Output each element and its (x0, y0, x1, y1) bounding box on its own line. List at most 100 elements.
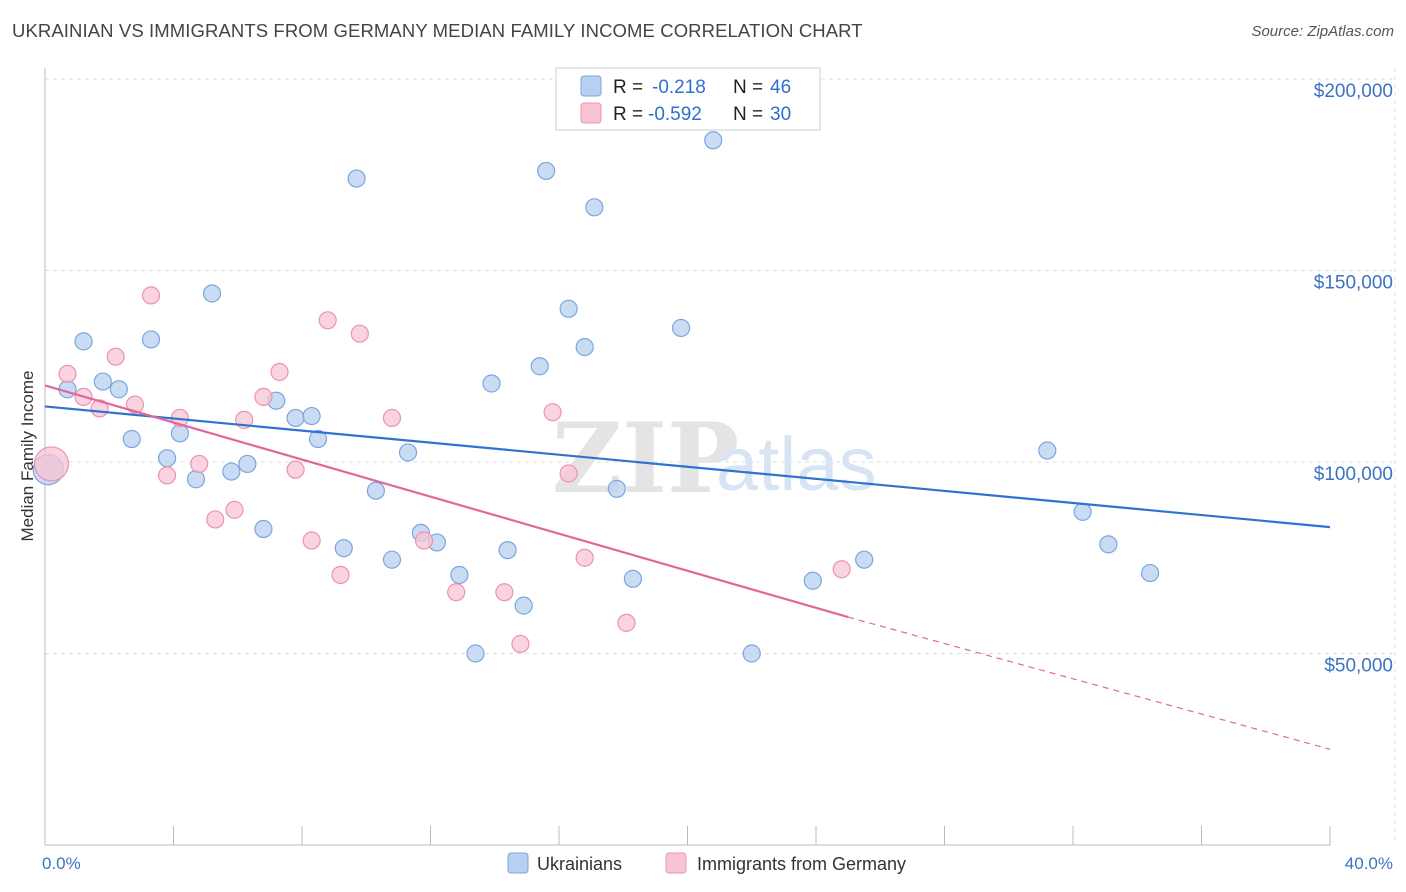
point-ukrainians-29 (514, 596, 533, 615)
legend-r-value-1: -0.218 (652, 77, 706, 98)
point-ukrainians-7 (157, 449, 177, 468)
point-ukrainians-13 (254, 519, 273, 539)
point-ukrainians-26 (466, 644, 485, 663)
watermark-atlas: atlas (716, 422, 877, 507)
legend-r-label-1: R = (613, 77, 643, 98)
point-germany-22 (447, 583, 466, 602)
legend-swatch-ukrainians (580, 75, 602, 97)
point-germany-16 (302, 531, 321, 550)
point-germany-29 (832, 560, 851, 579)
point-germany-17 (318, 311, 337, 330)
point-ukrainians-12 (238, 454, 257, 474)
point-ukrainians-40 (803, 571, 822, 590)
point-ukrainians-11 (222, 462, 241, 481)
point-ukrainians-25 (450, 565, 469, 585)
point-ukrainians-4 (109, 380, 128, 399)
point-germany-26 (559, 464, 578, 483)
bottom-legend-swatch-germany (665, 852, 687, 874)
point-ukrainians-45 (1140, 563, 1160, 583)
point-germany-10 (206, 510, 225, 529)
point-germany-25 (543, 403, 562, 422)
point-ukrainians-6 (141, 330, 161, 349)
point-ukrainians-17 (308, 429, 328, 449)
y-tick-label-2: $150,000 (1314, 273, 1393, 294)
point-germany-18 (331, 565, 350, 585)
point-germany-23 (495, 583, 514, 602)
legend-n-value-1: 46 (770, 77, 791, 98)
point-germany-13 (254, 387, 273, 406)
point-germany-7 (141, 286, 161, 305)
point-ukrainians-43 (1073, 502, 1092, 521)
bottom-legend-swatch-ukrainians (507, 852, 529, 874)
point-germany-19 (350, 324, 369, 343)
point-ukrainians-8 (170, 424, 190, 443)
point-germany-20 (382, 408, 402, 428)
point-germany-4 (106, 347, 125, 366)
y-axis-label: Median Family Income (18, 370, 37, 541)
point-germany-5 (125, 395, 145, 414)
bottom-legend-label-ukrainians: Ukrainians (537, 854, 622, 874)
point-ukrainians-22 (398, 443, 418, 462)
legend-r-value-2: -0.592 (648, 104, 702, 125)
trend-lines (44, 384, 1331, 750)
point-ukrainians-35 (607, 479, 626, 498)
point-ukrainians-9 (186, 470, 206, 489)
point-germany-9 (190, 454, 209, 474)
point-ukrainians-3 (93, 372, 112, 391)
point-germany-1 (58, 364, 77, 384)
point-ukrainians-18 (334, 539, 353, 558)
point-ukrainians-41 (855, 550, 874, 569)
point-germany-15 (286, 460, 305, 479)
chart-title: UKRAINIAN VS IMMIGRANTS FROM GERMANY MED… (12, 20, 863, 41)
point-germany-6 (157, 466, 177, 485)
point-ukrainians-16 (302, 406, 321, 426)
point-germany-27 (575, 548, 594, 567)
point-ukrainians-39 (742, 644, 761, 663)
legend-n-label-2: N = (733, 104, 763, 125)
point-ukrainians-33 (575, 338, 594, 357)
point-germany-14 (270, 362, 289, 382)
point-ukrainians-15 (286, 408, 305, 428)
trend-line-ukrainians (44, 405, 1331, 529)
point-ukrainians-19 (347, 169, 366, 188)
y-tick-labels: $50,000 $100,000 $150,000 $200,000 (1314, 81, 1393, 677)
point-ukrainians-10 (202, 284, 222, 303)
point-ukrainians-38 (704, 131, 723, 150)
legend-r-label-2: R = (613, 104, 643, 125)
point-ukrainians-32 (559, 299, 578, 318)
x-tick-label-0: 0.0% (42, 854, 81, 873)
point-ukrainians-42 (1038, 441, 1057, 460)
point-ukrainians-5 (122, 429, 141, 449)
point-ukrainians-20 (366, 481, 385, 500)
point-germany-0 (33, 446, 70, 482)
point-ukrainians-30 (530, 357, 549, 376)
watermark-zip: ZIP (552, 402, 739, 515)
point-ukrainians-27 (482, 374, 501, 393)
point-germany-28 (617, 613, 636, 632)
point-ukrainians-37 (671, 318, 691, 338)
y-tick-label-1: $100,000 (1314, 464, 1393, 485)
y-tick-label-3: $200,000 (1314, 81, 1393, 102)
point-ukrainians-31 (537, 161, 556, 181)
x-tick-labels: 0.0% 40.0% (42, 854, 1393, 873)
point-ukrainians-2 (74, 332, 93, 351)
point-germany-21 (414, 531, 434, 550)
point-ukrainians-28 (498, 540, 517, 560)
data-points (32, 131, 1160, 663)
trend-line-germany-extrapolated (847, 616, 1331, 750)
trend-line-germany (44, 384, 849, 619)
legend-n-value-2: 30 (770, 104, 791, 125)
point-ukrainians-44 (1099, 535, 1118, 554)
legend-box: R = -0.218 N = 46 R = -0.592 N = 30 (555, 67, 821, 131)
bottom-legend: Ukrainians Immigrants from Germany (507, 852, 906, 874)
point-ukrainians-36 (623, 569, 642, 588)
point-germany-11 (225, 500, 244, 519)
legend-swatch-germany (580, 102, 602, 124)
point-germany-24 (511, 634, 530, 654)
chart-source: Source: ZipAtlas.com (1251, 23, 1394, 40)
bottom-legend-label-germany: Immigrants from Germany (697, 854, 906, 874)
x-tick-label-1: 40.0% (1345, 854, 1393, 873)
legend-n-label-1: N = (733, 77, 763, 98)
y-tick-label-0: $50,000 (1324, 656, 1393, 677)
